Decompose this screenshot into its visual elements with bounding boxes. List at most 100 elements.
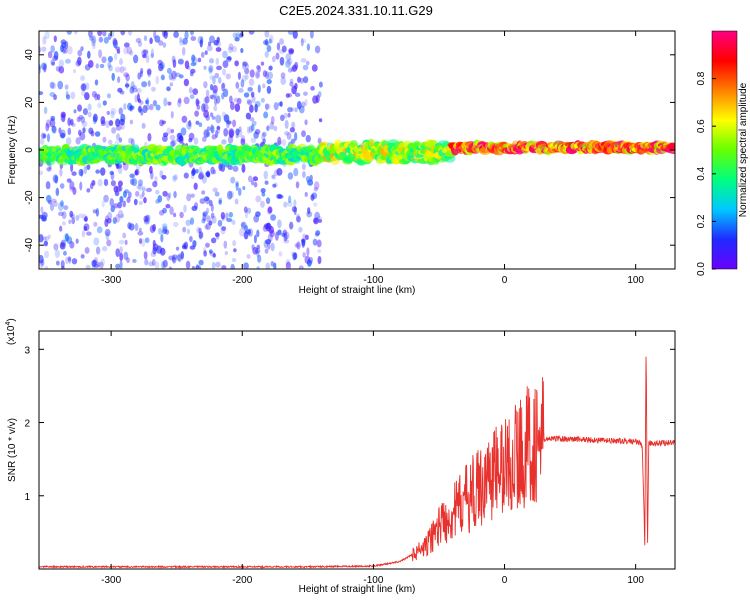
heatmap-cell [319, 141, 330, 146]
heatmap-cell [180, 127, 187, 136]
heatmap-cell [206, 131, 211, 137]
heatmap-cell [315, 230, 321, 236]
heatmap-cell [68, 256, 72, 264]
heatmap-cell [177, 99, 182, 108]
heatmap-cell [189, 236, 193, 243]
y-tick-label: 0 [24, 147, 35, 153]
heatmap-cell [308, 256, 313, 264]
heatmap-cell [263, 170, 269, 180]
heatmap-cell [65, 94, 71, 100]
heatmap-cell [82, 82, 86, 92]
heatmap-cell [264, 38, 269, 46]
heatmap-cell [144, 258, 149, 266]
heatmap-cell [287, 200, 293, 207]
heatmap-cell [209, 74, 214, 80]
heatmap-cell [212, 84, 218, 94]
heatmap-cell [49, 81, 55, 89]
heatmap-cell [120, 213, 125, 219]
heatmap-cell [282, 229, 287, 236]
snr-y-label: SNR (10 * v/v) [7, 418, 18, 482]
heatmap-cell [278, 101, 282, 107]
heatmap-cell [45, 122, 50, 132]
heatmap-cell [132, 258, 137, 263]
heatmap-cell [73, 69, 77, 74]
heatmap-cell [298, 226, 303, 233]
heatmap-cell [64, 84, 69, 90]
heatmap-cell [251, 244, 255, 251]
heatmap-cell [61, 41, 67, 49]
heatmap-cell [198, 166, 203, 176]
heatmap-cell [106, 217, 112, 224]
heatmap-cell [118, 107, 124, 116]
heatmap-cell [276, 230, 282, 236]
heatmap-cell [101, 56, 107, 64]
heatmap-cell [276, 193, 283, 199]
heatmap-cell [81, 120, 88, 128]
heatmap-cell [57, 211, 64, 216]
heatmap-cell [97, 178, 103, 187]
heatmap-cell [44, 250, 50, 259]
heatmap-cell [53, 200, 58, 207]
heatmap-cell [240, 79, 245, 88]
heatmap-cell [65, 256, 69, 265]
heatmap-cell [146, 68, 152, 76]
heatmap-cell [281, 45, 287, 53]
heatmap-cell [221, 139, 227, 145]
heatmap-cell [91, 38, 96, 47]
heatmap-cell [213, 105, 218, 112]
snr-series-line [39, 356, 675, 569]
heatmap-cell [170, 129, 174, 134]
heatmap-cell [51, 82, 57, 90]
heatmap-cell [85, 264, 91, 269]
heatmap-cell [198, 171, 205, 180]
heatmap-cell [140, 238, 146, 247]
heatmap-cell [256, 64, 261, 70]
heatmap-cell [162, 190, 168, 197]
heatmap-cell [39, 91, 44, 96]
heatmap-cell [298, 105, 305, 114]
colorbar-tick-label: 0.8 [696, 71, 707, 85]
heatmap-cell [223, 88, 229, 98]
heatmap-cell [189, 245, 196, 250]
heatmap-cell [289, 127, 296, 133]
heatmap-cell [58, 59, 65, 68]
heatmap-cell [99, 261, 104, 269]
heatmap-cell [123, 46, 129, 55]
heatmap-cell [233, 248, 237, 253]
heatmap-cell [77, 104, 83, 112]
heatmap-cell [209, 251, 216, 257]
heatmap-cell [173, 190, 177, 199]
heatmap-cell [135, 37, 142, 44]
heatmap-cell [47, 234, 52, 239]
heatmap-cell [119, 260, 123, 269]
heatmap-cell [138, 238, 143, 244]
heatmap-cell [294, 243, 300, 248]
heatmap-cell [192, 88, 199, 96]
heatmap-cell [188, 120, 192, 127]
heatmap-cell [76, 116, 81, 123]
heatmap-cell [295, 181, 300, 189]
heatmap-cell [203, 109, 209, 119]
x-tick-label: 0 [502, 275, 508, 286]
heatmap-cell [133, 198, 138, 206]
heatmap-cell [58, 66, 65, 74]
heatmap-cell [232, 240, 237, 247]
heatmap-cell [278, 49, 285, 54]
heatmap-cell [67, 117, 72, 127]
heatmap-cell [87, 103, 92, 111]
heatmap-cell [172, 257, 177, 264]
heatmap-cell [269, 121, 275, 130]
x-tick-label: -100 [363, 275, 383, 286]
heatmap-cell [204, 50, 208, 56]
heatmap-cell [78, 168, 84, 177]
heatmap-cell [278, 229, 283, 237]
heatmap-cell [254, 129, 261, 135]
heatmap-cell [58, 127, 62, 134]
heatmap-cell [160, 74, 165, 81]
heatmap-cell [291, 121, 296, 129]
heatmap-cell [148, 261, 154, 267]
heatmap-cell [57, 80, 64, 90]
heatmap-cell [93, 237, 100, 246]
heatmap-cell [189, 31, 195, 36]
heatmap-cell [285, 60, 291, 68]
